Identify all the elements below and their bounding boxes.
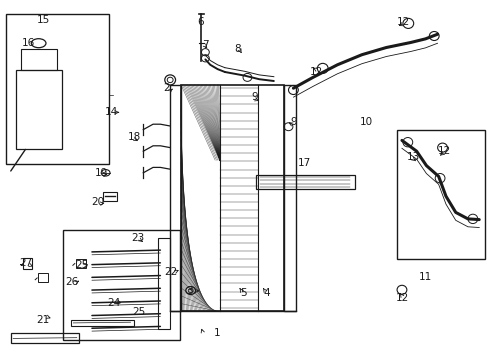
Text: 21: 21 bbox=[36, 315, 50, 325]
Text: 24: 24 bbox=[106, 298, 120, 308]
Text: 5: 5 bbox=[239, 288, 246, 298]
Text: 2: 2 bbox=[163, 83, 169, 93]
Bar bbox=[11, 333, 79, 343]
Text: 12: 12 bbox=[394, 293, 408, 303]
Text: 13: 13 bbox=[406, 152, 419, 162]
Text: 9: 9 bbox=[289, 117, 296, 127]
Bar bbox=[158, 238, 170, 329]
Bar bbox=[170, 85, 181, 311]
Bar bbox=[16, 70, 62, 149]
Text: 22: 22 bbox=[164, 267, 178, 277]
Text: 16: 16 bbox=[21, 38, 35, 48]
Text: 12: 12 bbox=[436, 146, 450, 156]
Text: 27: 27 bbox=[19, 258, 32, 268]
Text: 17: 17 bbox=[297, 158, 310, 168]
Text: 19: 19 bbox=[95, 168, 108, 178]
Bar bbox=[6, 14, 108, 164]
Text: 23: 23 bbox=[131, 233, 144, 243]
Text: 12: 12 bbox=[309, 67, 323, 77]
Text: 12: 12 bbox=[396, 17, 409, 27]
Text: 20: 20 bbox=[91, 197, 104, 207]
Bar bbox=[20, 49, 57, 70]
Text: 8: 8 bbox=[233, 44, 240, 54]
Bar bbox=[23, 258, 32, 269]
Text: 10: 10 bbox=[360, 117, 372, 127]
Text: 11: 11 bbox=[418, 272, 431, 282]
Bar bbox=[102, 192, 117, 201]
Bar bbox=[76, 259, 85, 268]
Bar bbox=[71, 320, 134, 326]
Text: 1: 1 bbox=[214, 328, 221, 338]
Text: 3: 3 bbox=[186, 286, 193, 296]
Bar bbox=[62, 230, 180, 340]
Text: 18: 18 bbox=[127, 132, 141, 142]
Text: 25: 25 bbox=[132, 307, 146, 318]
Bar bbox=[396, 130, 484, 259]
Text: 25: 25 bbox=[75, 260, 89, 270]
Bar bbox=[38, 273, 48, 282]
Text: 9: 9 bbox=[250, 92, 257, 102]
Bar bbox=[255, 175, 354, 189]
Text: 15: 15 bbox=[36, 15, 50, 25]
Text: 7: 7 bbox=[202, 40, 208, 50]
Bar bbox=[181, 85, 283, 311]
Text: 14: 14 bbox=[104, 107, 118, 117]
Text: 6: 6 bbox=[197, 17, 203, 27]
Bar bbox=[283, 85, 295, 311]
Text: 4: 4 bbox=[263, 288, 269, 298]
Text: 26: 26 bbox=[65, 276, 79, 287]
